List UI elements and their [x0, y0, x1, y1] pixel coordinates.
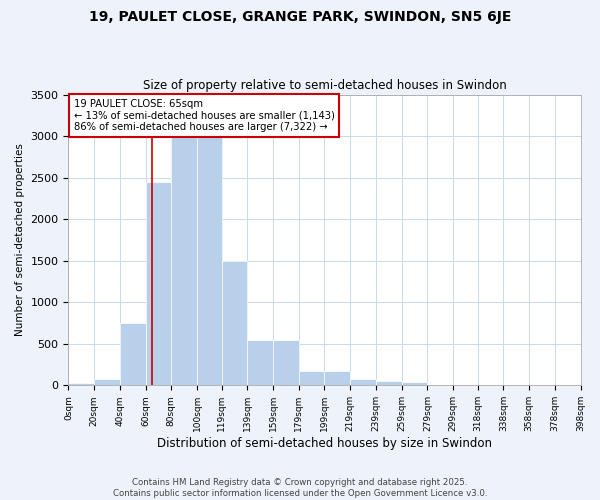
Bar	[350, 378, 376, 386]
Bar	[68, 383, 94, 386]
Bar	[325, 371, 350, 386]
X-axis label: Distribution of semi-detached houses by size in Swindon: Distribution of semi-detached houses by …	[157, 437, 492, 450]
Bar	[94, 378, 120, 386]
Bar	[146, 182, 172, 386]
Y-axis label: Number of semi-detached properties: Number of semi-detached properties	[15, 144, 25, 336]
Text: 19, PAULET CLOSE, GRANGE PARK, SWINDON, SN5 6JE: 19, PAULET CLOSE, GRANGE PARK, SWINDON, …	[89, 10, 511, 24]
Bar	[299, 371, 325, 386]
Title: Size of property relative to semi-detached houses in Swindon: Size of property relative to semi-detach…	[143, 79, 506, 92]
Bar	[273, 340, 299, 386]
Bar	[172, 104, 197, 386]
Text: 19 PAULET CLOSE: 65sqm
← 13% of semi-detached houses are smaller (1,143)
86% of : 19 PAULET CLOSE: 65sqm ← 13% of semi-det…	[74, 99, 334, 132]
Bar	[401, 382, 427, 386]
Bar	[197, 104, 221, 386]
Bar	[247, 340, 273, 386]
Bar	[221, 260, 247, 386]
Bar	[120, 323, 146, 386]
Bar	[427, 384, 453, 386]
Bar	[376, 381, 401, 386]
Text: Contains HM Land Registry data © Crown copyright and database right 2025.
Contai: Contains HM Land Registry data © Crown c…	[113, 478, 487, 498]
